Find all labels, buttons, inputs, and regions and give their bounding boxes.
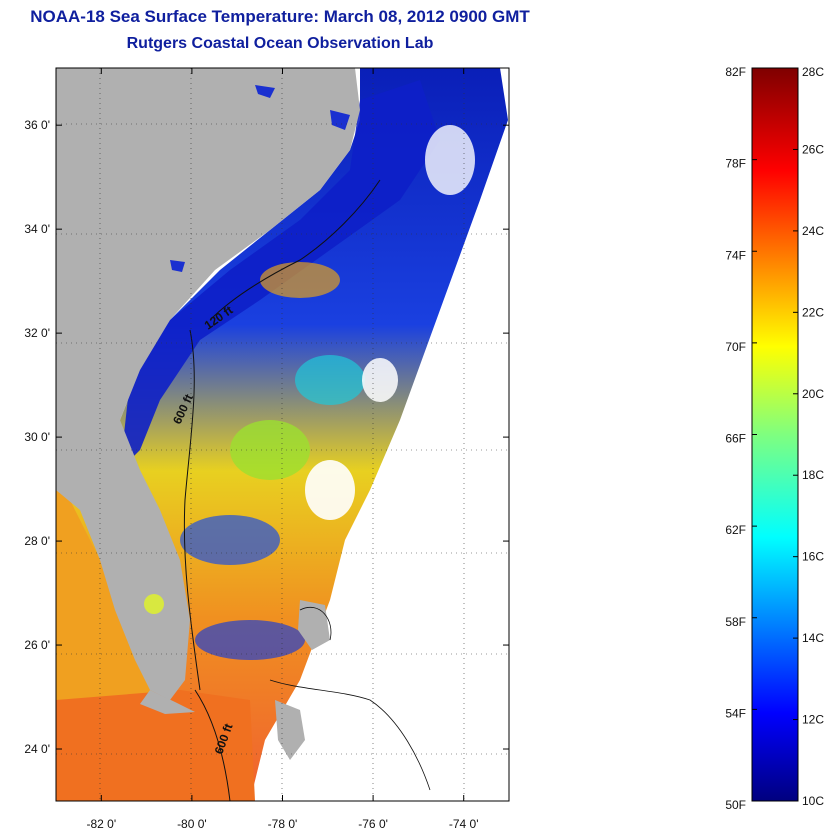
longitude-tick-label: -76 0' [358, 817, 388, 831]
latitude-tick-label: 24 0' [24, 742, 50, 756]
colorbar-celsius-label: 26C [802, 142, 824, 156]
colorbar-celsius-label: 22C [802, 305, 824, 319]
colorbar-fahrenheit-label: 74F [725, 248, 746, 262]
colorbar-celsius-label: 16C [802, 550, 824, 564]
map-subtitle: Rutgers Coastal Ocean Observation Lab [126, 35, 434, 52]
longitude-tick-label: -78 0' [268, 817, 298, 831]
colorbar-fahrenheit-label: 70F [725, 340, 746, 354]
colorbar-celsius-label: 18C [802, 468, 824, 482]
longitude-tick-label: -80 0' [177, 817, 207, 831]
longitude-tick-label: -74 0' [449, 817, 479, 831]
isobath-contour [183, 329, 201, 691]
colorbar-celsius-label: 10C [802, 794, 824, 808]
latitude-axis: 24 0' 26 0' 28 0' 30 0' 32 0' 34 0' 36 0' [24, 118, 50, 756]
lake-okeechobee [144, 594, 164, 614]
colorbar-fahrenheit-label: 54F [725, 706, 746, 720]
map-title: NOAA-18 Sea Surface Temperature: March 0… [30, 7, 530, 26]
colorbar-fahrenheit-label: 82F [725, 65, 746, 79]
longitude-axis: -82 0' -80 0' -78 0' -76 0' -74 0' [86, 817, 478, 831]
colorbar-fahrenheit-label: 66F [725, 432, 746, 446]
latitude-tick-label: 30 0' [24, 430, 50, 444]
colorbar-celsius-label: 28C [802, 65, 824, 79]
colorbar-celsius-label: 14C [802, 631, 824, 645]
colorbar-fahrenheit-label: 78F [725, 157, 746, 171]
latitude-tick-label: 36 0' [24, 118, 50, 132]
colorbar-celsius-label: 20C [802, 387, 824, 401]
colorbar-fahrenheit-labels: 82F 78F 74F 70F 66F 62F 58F 54F 50F [725, 65, 757, 812]
map-gridlines [56, 68, 509, 801]
land-us-florida [56, 68, 360, 700]
latitude-tick-label: 34 0' [24, 222, 50, 236]
colorbar-celsius-label: 12C [802, 713, 824, 727]
colorbar-fahrenheit-label: 62F [725, 523, 746, 537]
colorbar-fahrenheit-label: 58F [725, 615, 746, 629]
latitude-tick-label: 28 0' [24, 534, 50, 548]
colorbar-celsius-label: 24C [802, 224, 824, 238]
longitude-tick-label: -82 0' [86, 817, 116, 831]
temperature-colorbar [751, 67, 799, 802]
land-bahamas [275, 700, 305, 760]
latitude-tick-label: 26 0' [24, 638, 50, 652]
gulf-water [56, 490, 160, 700]
colorbar-fahrenheit-label: 50F [725, 798, 746, 812]
colorbar-celsius-labels: 28C 26C 24C 22C 20C 18C 16C 14C 12C 10C [793, 65, 824, 808]
latitude-tick-label: 32 0' [24, 326, 50, 340]
